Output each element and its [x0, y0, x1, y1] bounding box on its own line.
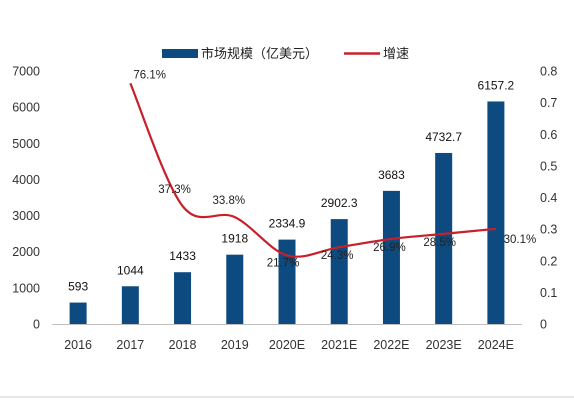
y-left-tick-label: 1000 [12, 281, 40, 295]
y-right-tick-label: 0.8 [540, 65, 557, 79]
x-tick-label: 2020E [269, 338, 305, 352]
bar-series [69, 101, 505, 324]
x-tick-label: 2022E [373, 338, 409, 352]
growth-value-label: 24.3% [321, 250, 354, 262]
growth-value-label: 21.7% [267, 257, 300, 269]
bar [382, 190, 400, 324]
bar [278, 239, 296, 324]
x-tick-label: 2019 [221, 338, 249, 352]
growth-value-label: 76.1% [133, 69, 166, 81]
y-left-tick-label: 7000 [12, 65, 40, 79]
bar-data-labels: 593 1044 1433 1918 2334.9 2902.3 3683 4732.7 615… [68, 78, 514, 293]
legend: 市场规模（亿美元） 增速 [162, 46, 409, 62]
bar-value-label: 1918 [221, 232, 248, 246]
x-tick-label: 2017 [116, 338, 144, 352]
bar [174, 272, 192, 324]
y-right-tick-label: 0.5 [540, 159, 557, 173]
bar-value-label: 593 [68, 280, 88, 294]
y-left-tick-label: 6000 [12, 101, 40, 115]
y-right-tick-label: 0.4 [540, 191, 557, 205]
y-left-tick-label: 5000 [12, 137, 40, 151]
bar [121, 286, 139, 324]
x-tick-label: 2021E [321, 338, 357, 352]
y-right-tick-label: 0.7 [540, 96, 557, 110]
growth-value-label: 37.3% [158, 184, 191, 196]
legend-bar-swatch [162, 49, 198, 58]
y-left-tick-label: 3000 [12, 209, 40, 223]
x-tick-label: 2024E [478, 338, 514, 352]
bar-value-label: 3683 [378, 168, 405, 182]
bar-value-label: 4732.7 [425, 130, 462, 144]
growth-line-series [129, 82, 496, 258]
y-right-tick-label: 0.2 [540, 254, 557, 268]
bar [487, 101, 505, 324]
y-left-tick-label: 0 [33, 318, 40, 332]
bar-value-label: 2902.3 [321, 196, 358, 210]
y-left-tick-label: 4000 [12, 173, 40, 187]
y-axis-left: 0 1000 2000 3000 4000 5000 6000 7000 [12, 65, 40, 332]
x-tick-label: 2016 [64, 338, 92, 352]
y-right-tick-label: 0 [540, 318, 547, 332]
growth-data-labels: 76.1% 37.3% 33.8% 21.7% 24.3% 26.9% 28.5% 30.1% [133, 69, 536, 269]
y-left-tick-label: 2000 [12, 245, 40, 259]
y-axis-right: 0 0.1 0.2 0.3 0.4 0.5 0.6 0.7 0.8 [540, 65, 557, 332]
y-right-tick-label: 0.6 [540, 128, 557, 142]
bar [330, 219, 348, 324]
x-axis: 2016 2017 2018 2019 2020E 2021E 2022E 2023E 2024… [52, 324, 522, 352]
growth-value-label: 28.5% [423, 237, 456, 249]
x-tick-label: 2023E [426, 338, 462, 352]
growth-value-label: 30.1% [504, 234, 537, 246]
growth-line [129, 82, 496, 258]
growth-value-label: 33.8% [212, 195, 245, 207]
bar-value-label: 1433 [169, 249, 196, 263]
bar-value-label: 6157.2 [478, 78, 515, 92]
bar [69, 302, 87, 324]
legend-line-label: 增速 [383, 47, 409, 62]
bar-value-label: 2334.9 [269, 217, 306, 231]
legend-bar-label: 市场规模（亿美元） [201, 46, 318, 62]
bar [226, 254, 244, 324]
bar [435, 152, 453, 324]
y-right-tick-label: 0.3 [540, 223, 557, 237]
y-right-tick-label: 0.1 [540, 286, 557, 300]
bar-value-label: 1044 [117, 263, 144, 277]
growth-value-label: 26.9% [373, 242, 406, 254]
x-tick-label: 2018 [169, 338, 197, 352]
